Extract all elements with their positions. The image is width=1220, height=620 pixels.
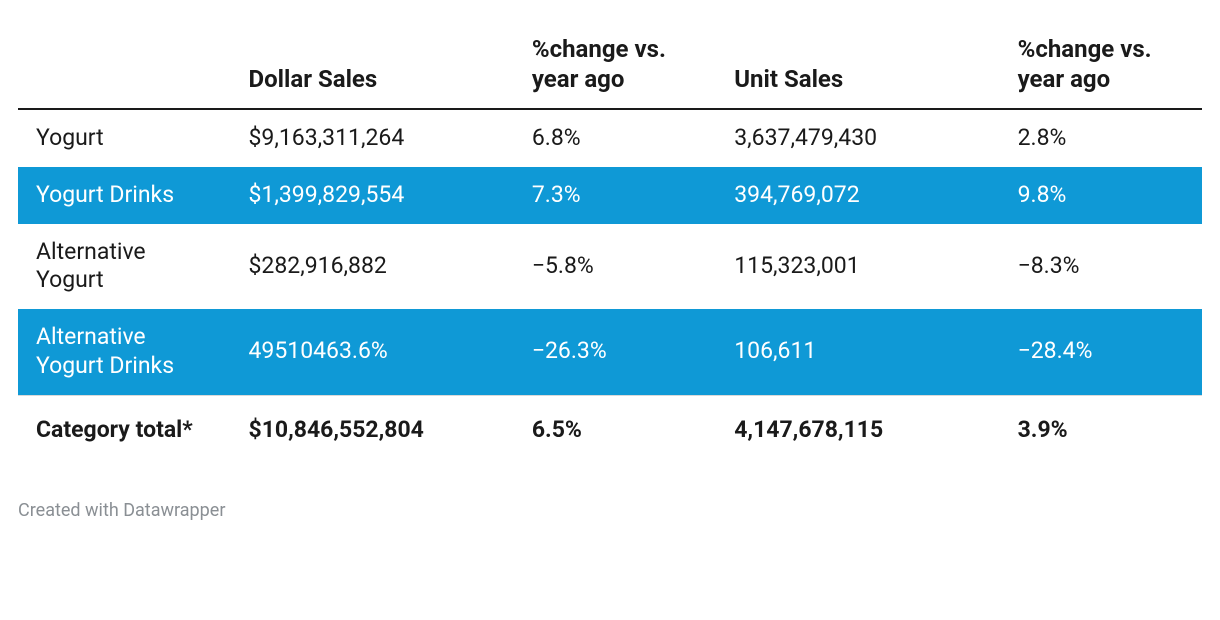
col-header-unit-sales: Unit Sales — [716, 28, 999, 109]
cell-dollar-sales: 49510463.6% — [231, 309, 514, 395]
cell-category: Alternative Yogurt Drinks — [18, 309, 231, 395]
cell-dollar-sales: $282,916,882 — [231, 224, 514, 310]
cell-unit-sales: 3,637,479,430 — [716, 109, 999, 167]
col-header-dollar-sales: Dollar Sales — [231, 28, 514, 109]
table-header-row: Dollar Sales %change vs. year ago Unit S… — [18, 28, 1202, 109]
cell-unit-change: −28.4% — [1000, 309, 1202, 395]
cell-dollar-change: 6.8% — [514, 109, 716, 167]
table-container: Dollar Sales %change vs. year ago Unit S… — [0, 0, 1220, 521]
cell-unit-sales: 4,147,678,115 — [716, 395, 999, 464]
cell-category: Yogurt Drinks — [18, 167, 231, 224]
cell-dollar-change: 7.3% — [514, 167, 716, 224]
col-header-unit-change: %change vs. year ago — [1000, 28, 1202, 109]
cell-unit-change: 3.9% — [1000, 395, 1202, 464]
attribution-footer: Created with Datawrapper — [18, 500, 1202, 521]
col-header-dollar-change: %change vs. year ago — [514, 28, 716, 109]
table-row: Alternative Yogurt Drinks 49510463.6% −2… — [18, 309, 1202, 395]
cell-category: Category total* — [18, 395, 231, 464]
cell-dollar-sales: $10,846,552,804 — [231, 395, 514, 464]
cell-dollar-change: 6.5% — [514, 395, 716, 464]
cell-dollar-change: −26.3% — [514, 309, 716, 395]
cell-category: Yogurt — [18, 109, 231, 167]
table-total-row: Category total* $10,846,552,804 6.5% 4,1… — [18, 395, 1202, 464]
table-row: Yogurt Drinks $1,399,829,554 7.3% 394,76… — [18, 167, 1202, 224]
cell-unit-change: 2.8% — [1000, 109, 1202, 167]
cell-dollar-change: −5.8% — [514, 224, 716, 310]
col-header-category — [18, 28, 231, 109]
cell-unit-sales: 394,769,072 — [716, 167, 999, 224]
cell-unit-sales: 115,323,001 — [716, 224, 999, 310]
cell-dollar-sales: $9,163,311,264 — [231, 109, 514, 167]
cell-unit-sales: 106,611 — [716, 309, 999, 395]
cell-unit-change: −8.3% — [1000, 224, 1202, 310]
cell-dollar-sales: $1,399,829,554 — [231, 167, 514, 224]
cell-unit-change: 9.8% — [1000, 167, 1202, 224]
table-row: Yogurt $9,163,311,264 6.8% 3,637,479,430… — [18, 109, 1202, 167]
table-row: Alternative Yogurt $282,916,882 −5.8% 11… — [18, 224, 1202, 310]
sales-table: Dollar Sales %change vs. year ago Unit S… — [18, 28, 1202, 464]
cell-category: Alternative Yogurt — [18, 224, 231, 310]
